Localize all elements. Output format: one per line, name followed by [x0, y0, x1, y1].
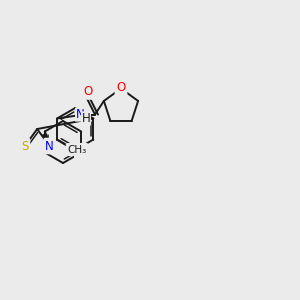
- Text: O: O: [116, 81, 126, 94]
- Text: O: O: [83, 85, 93, 98]
- Text: CH₃: CH₃: [68, 145, 87, 154]
- Text: S: S: [21, 140, 28, 152]
- Text: N: N: [45, 140, 54, 152]
- Text: N: N: [76, 146, 85, 159]
- Text: N: N: [76, 108, 84, 121]
- Text: H: H: [82, 112, 90, 125]
